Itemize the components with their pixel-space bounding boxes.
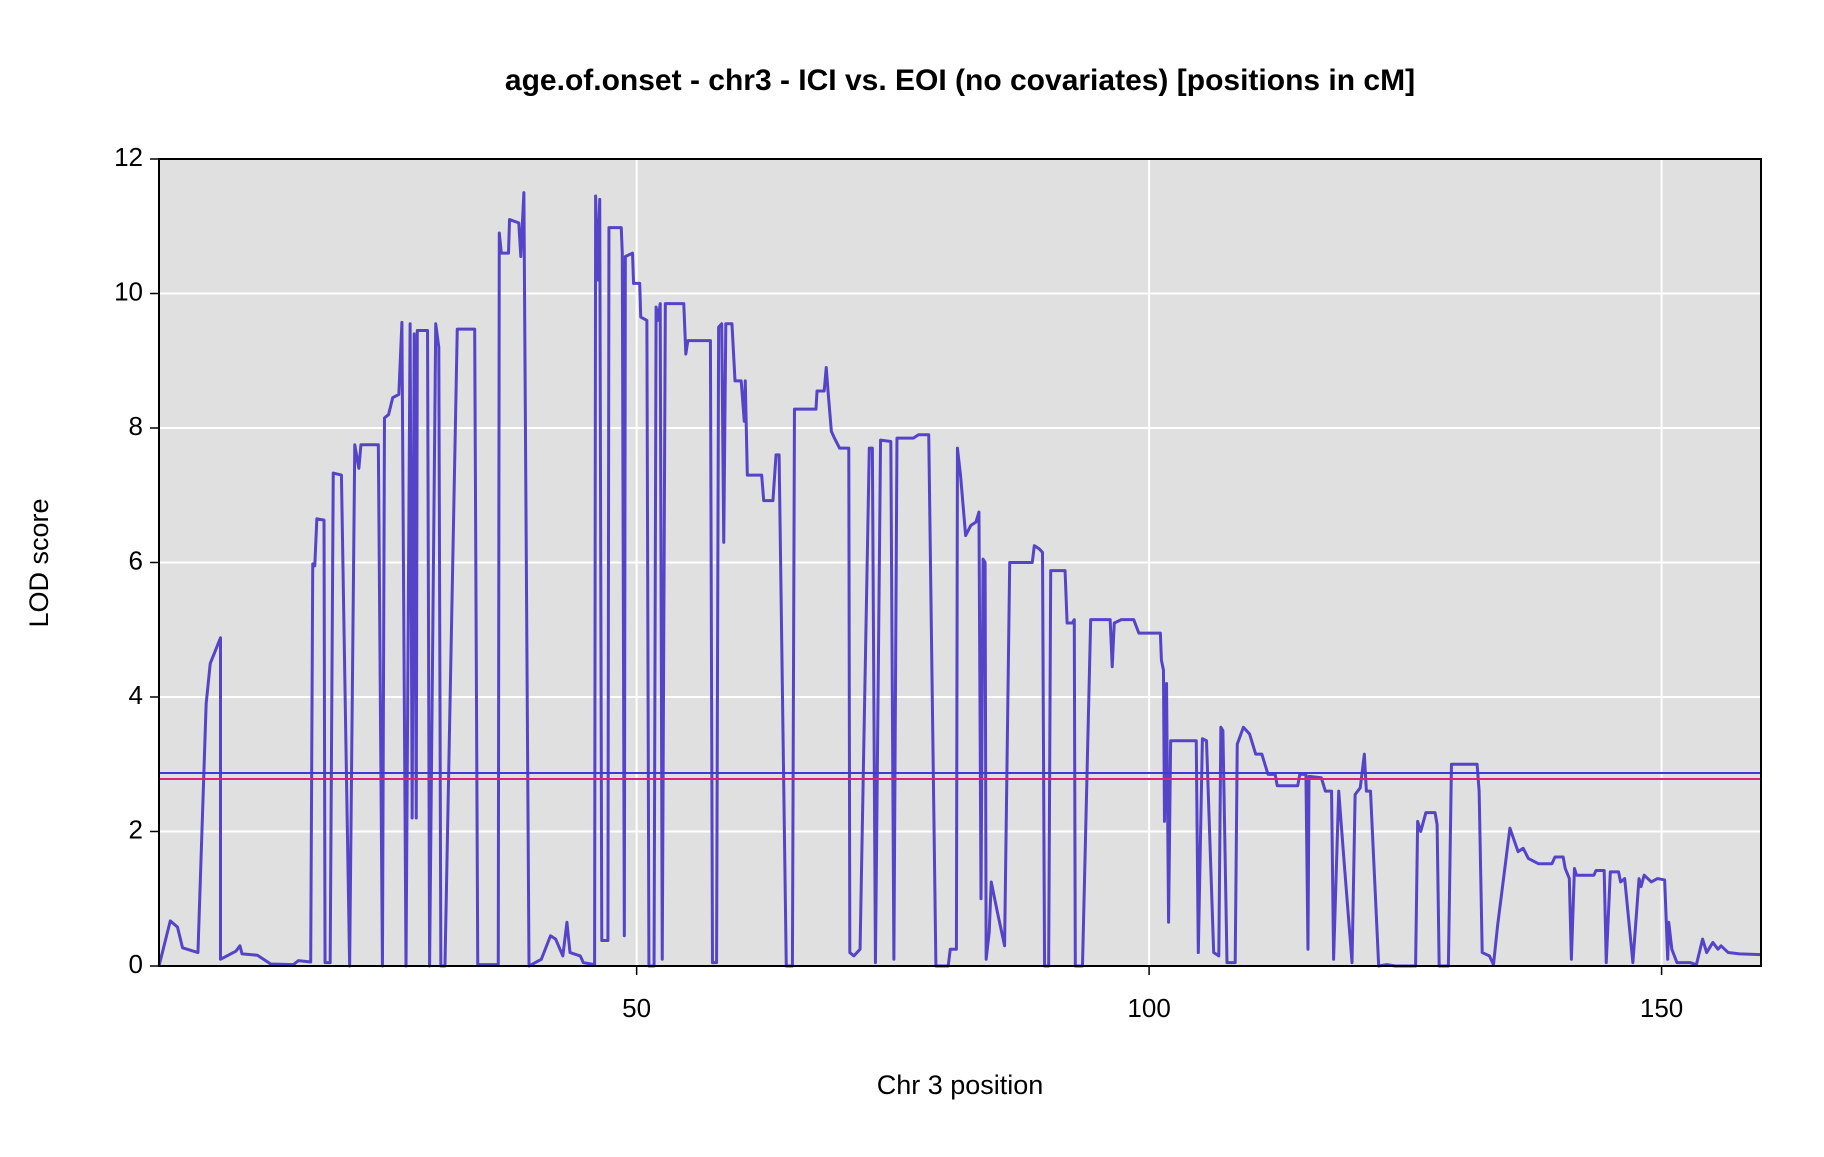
y-tick-label: 2 (129, 814, 143, 844)
y-tick-label: 6 (129, 545, 143, 575)
y-axis-label: LOD score (24, 498, 54, 627)
chart-title: age.of.onset - chr3 - ICI vs. EOI (no co… (505, 64, 1415, 97)
plot-frame (158, 158, 1762, 967)
x-tick-label: 100 (1127, 993, 1170, 1023)
x-tick-label: 50 (622, 993, 651, 1023)
y-tick-label: 10 (114, 276, 143, 306)
x-tick-label: 150 (1640, 993, 1683, 1023)
y-tick-label: 8 (129, 411, 143, 441)
y-tick-label: 4 (129, 680, 143, 710)
y-tick-label: 12 (114, 142, 143, 172)
y-tick-label: 0 (129, 949, 143, 979)
x-axis-label: Chr 3 position (877, 1070, 1044, 1100)
